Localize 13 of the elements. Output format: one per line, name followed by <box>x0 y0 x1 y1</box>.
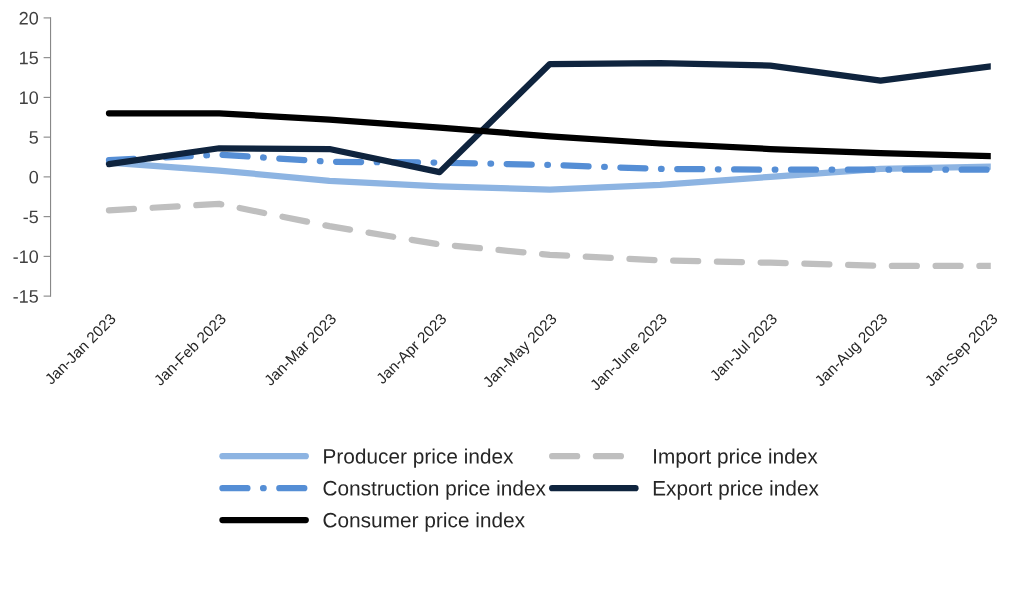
y-tick-label: -5 <box>23 210 38 224</box>
y-tick-label: 15 <box>20 51 38 65</box>
y-tick-label: 5 <box>29 131 38 144</box>
y-tick-label: 10 <box>20 91 39 105</box>
legend-label: Export price index <box>653 480 819 500</box>
legend-label: Import price index <box>654 448 818 468</box>
legend-label: Construction price index <box>323 480 546 500</box>
legend-label: Consumer price index <box>323 512 525 532</box>
y-tick-label: -15 <box>13 290 38 303</box>
y-tick-label: 20 <box>19 11 39 25</box>
legend-label: Producer price index <box>324 448 514 468</box>
y-tick-label: -10 <box>13 250 39 264</box>
y-tick-label: 0 <box>29 170 39 184</box>
